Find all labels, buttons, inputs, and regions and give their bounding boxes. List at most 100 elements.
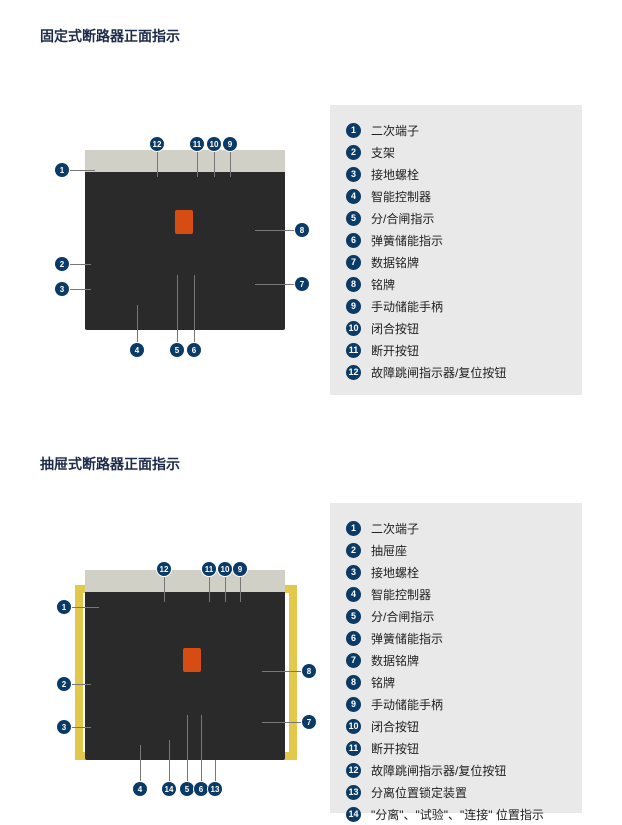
legend-item: 1 二次端子 [346, 521, 566, 536]
lead-line [197, 151, 198, 177]
lead-line [240, 576, 241, 602]
legend-item: 14"分离"、"试验"、"连接" 位置指示 [346, 807, 566, 822]
lead-line [255, 284, 295, 285]
legend-item: 5 分/合闸指示 [346, 609, 566, 624]
lead-line [71, 684, 91, 685]
legend-item: 9 手动储能手柄 [346, 697, 566, 712]
legend-badge: 2 [346, 145, 361, 160]
legend-label: 二次端子 [371, 523, 566, 535]
lead-line [215, 760, 216, 782]
callout-badge: 12 [150, 137, 164, 151]
callout-badge: 4 [130, 343, 144, 357]
lead-line [214, 151, 215, 177]
legend-label: 智能控制器 [371, 589, 566, 601]
legend-badge: 7 [346, 255, 361, 270]
callout-badge: 4 [133, 782, 147, 796]
legend-label: 铭牌 [371, 677, 566, 689]
callout-badge: 8 [302, 664, 316, 678]
callout-badge: 12 [157, 562, 171, 576]
lead-line [255, 230, 295, 231]
legend-item: 11 断开按钮 [346, 741, 566, 756]
legend-item: 10闭合按钮 [346, 321, 566, 336]
figure-drawer: 1234567891011121314 [30, 540, 320, 805]
legend-badge: 2 [346, 543, 361, 558]
legend-label: 支架 [371, 147, 566, 159]
legend-item: 7数据铭牌 [346, 653, 566, 668]
legend-item: 8 铭牌 [346, 277, 566, 292]
legend-badge: 4 [346, 189, 361, 204]
legend-label: "分离"、"试验"、"连接" 位置指示 [371, 809, 566, 821]
legend-badge: 10 [346, 321, 361, 336]
legend-badge: 13 [346, 785, 361, 800]
callout-badge: 10 [218, 562, 232, 576]
legend-label: 数据铭牌 [371, 655, 566, 667]
legend-fixed: 1二次端子2支架3接地螺栓4智能控制器5分/合闸指示6弹簧储能指示7数据铭牌8铭… [330, 105, 582, 395]
legend-badge: 6 [346, 233, 361, 248]
callout-badge: 1 [57, 600, 71, 614]
lead-line [230, 151, 231, 177]
legend-label: 断开按钮 [371, 743, 566, 755]
legend-label: 故障跳闸指示器/复位按钮 [371, 765, 566, 777]
lead-line [137, 305, 138, 343]
device-body [85, 150, 285, 330]
section1-title: 固定式断路器正面指示 [40, 26, 180, 46]
callout-badge: 7 [295, 277, 309, 291]
lead-line [71, 607, 99, 608]
legend-badge: 11 [346, 741, 361, 756]
legend-item: 1二次端子 [346, 123, 566, 138]
legend-label: 故障跳闸指示器/复位按钮 [371, 367, 566, 379]
callout-badge: 5 [170, 343, 184, 357]
callout-badge: 9 [223, 137, 237, 151]
callout-badge: 1 [55, 163, 69, 177]
lead-line [157, 151, 158, 177]
legend-item: 4智能控制器 [346, 587, 566, 602]
legend-badge: 1 [346, 521, 361, 536]
legend-label: 数据铭牌 [371, 257, 566, 269]
callout-badge: 7 [302, 715, 316, 729]
callout-badge: 13 [208, 782, 222, 796]
legend-label: 手动储能手柄 [371, 699, 566, 711]
legend-label: 弹簧储能指示 [371, 633, 566, 645]
legend-badge: 5 [346, 609, 361, 624]
legend-item: 8铭牌 [346, 675, 566, 690]
legend-badge: 9 [346, 697, 361, 712]
legend-badge: 1 [346, 123, 361, 138]
lead-line [194, 275, 195, 343]
legend-badge: 10 [346, 719, 361, 734]
section2-title: 抽屉式断路器正面指示 [40, 454, 180, 474]
legend-label: 分/合闸指示 [371, 611, 566, 623]
legend-item: 11断开按钮 [346, 343, 566, 358]
legend-label: 分离位置锁定装置 [371, 787, 566, 799]
legend-label: 铭牌 [371, 279, 566, 291]
callout-badge: 10 [207, 137, 221, 151]
legend-label: 智能控制器 [371, 191, 566, 203]
callout-badge: 6 [194, 782, 208, 796]
legend-item: 10 闭合按钮 [346, 719, 566, 734]
legend-badge: 3 [346, 565, 361, 580]
legend-item: 12 故障跳闸指示器/复位按钮 [346, 763, 566, 778]
callout-badge: 8 [295, 223, 309, 237]
lead-line [262, 722, 302, 723]
legend-label: 接地螺栓 [371, 169, 566, 181]
device-top-rail [85, 570, 285, 592]
legend-badge: 12 [346, 365, 361, 380]
lead-line [209, 576, 210, 602]
figure-fixed: 123456789101112 [30, 125, 320, 375]
legend-item: 3接地螺栓 [346, 565, 566, 580]
legend-label: 抽屉座 [371, 545, 566, 557]
lead-line [169, 740, 170, 782]
legend-list: 1二次端子2支架3接地螺栓4智能控制器5分/合闸指示6弹簧储能指示7数据铭牌8铭… [346, 123, 566, 380]
legend-item: 2 抽屉座 [346, 543, 566, 558]
callout-badge: 14 [162, 782, 176, 796]
legend-badge: 8 [346, 277, 361, 292]
legend-item: 6 弹簧储能指示 [346, 631, 566, 646]
legend-label: 弹簧储能指示 [371, 235, 566, 247]
legend-badge: 6 [346, 631, 361, 646]
legend-item: 12 故障跳闸指示器/复位按钮 [346, 365, 566, 380]
callout-badge: 11 [202, 562, 216, 576]
legend-item: 4 智能控制器 [346, 189, 566, 204]
legend-badge: 12 [346, 763, 361, 778]
lead-line [69, 170, 95, 171]
legend-label: 闭合按钮 [371, 721, 566, 733]
device-top-rail [85, 150, 285, 172]
